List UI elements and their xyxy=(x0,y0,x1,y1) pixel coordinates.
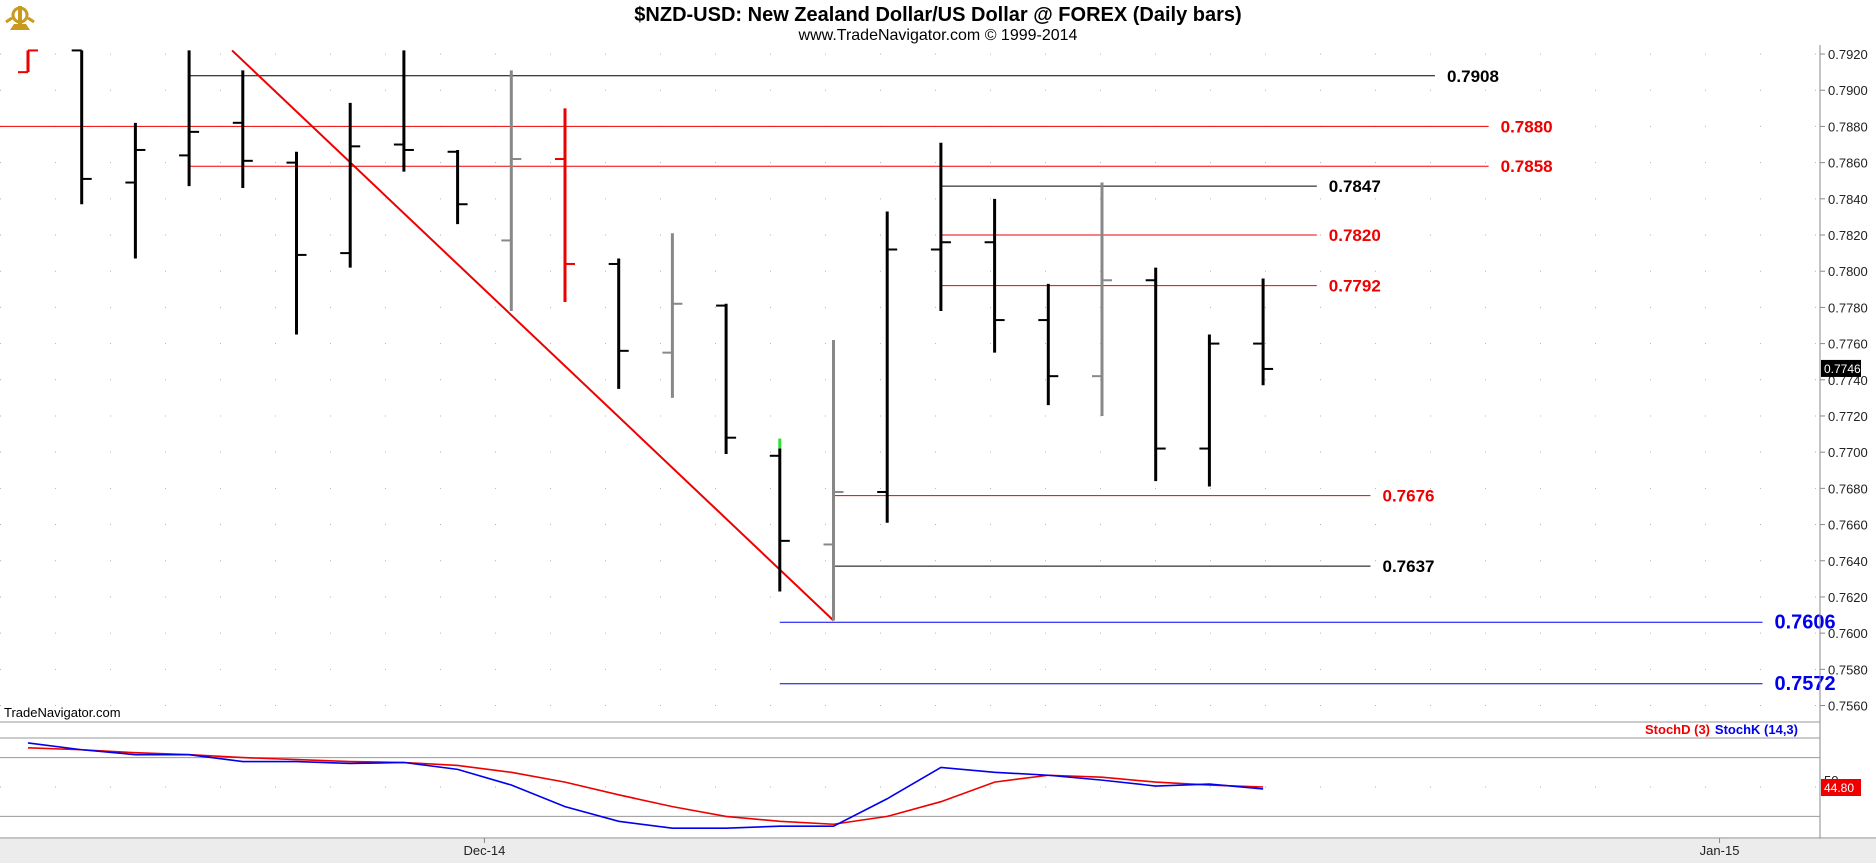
price-bars xyxy=(18,49,1274,621)
stoch-series-line xyxy=(27,742,1264,829)
ohlc-bar xyxy=(984,198,1005,353)
trendline xyxy=(231,49,835,622)
y-tick-label: 0.7820 xyxy=(1828,228,1868,243)
header: $NZD-USD: New Zealand Dollar/US Dollar @… xyxy=(4,4,1242,44)
y-tick-label: 0.7660 xyxy=(1828,518,1868,533)
ohlc-bar xyxy=(1253,278,1274,386)
y-tick-label: 0.7700 xyxy=(1828,445,1868,460)
level-label: 0.7858 xyxy=(1501,157,1553,176)
ohlc-bar xyxy=(1092,182,1112,416)
stoch-lines xyxy=(27,742,1264,829)
stoch-last-badge: 44.80 xyxy=(1821,779,1861,796)
y-tick-label: 0.7800 xyxy=(1828,264,1868,279)
stoch-last-label: 44.80 xyxy=(1824,781,1854,795)
level-label: 0.7847 xyxy=(1329,177,1381,196)
ohlc-bar xyxy=(1145,267,1166,482)
ohlc-bar xyxy=(179,50,200,187)
price-panel-frame xyxy=(0,45,1820,720)
stoch-grid xyxy=(0,757,1820,817)
y-tick-label: 0.7680 xyxy=(1828,481,1868,496)
ohlc-bar xyxy=(286,151,307,335)
chart-title: $NZD-USD: New Zealand Dollar/US Dollar @… xyxy=(634,4,1241,26)
y-tick-label: 0.7580 xyxy=(1828,662,1868,677)
ohlc-bar xyxy=(501,70,522,312)
last-price-badge: 0.7746 xyxy=(1821,359,1861,377)
watermark: TradeNavigator.com xyxy=(4,705,121,720)
y-tick-label: 0.7840 xyxy=(1828,192,1868,207)
y-tick-label: 0.7720 xyxy=(1828,409,1868,424)
x-tick-label: Dec-14 xyxy=(463,843,505,858)
y-tick-label: 0.7760 xyxy=(1828,337,1868,352)
ohlc-bar xyxy=(71,49,92,205)
price-y-axis: 0.7560 0.7580 0.7600 0.7620 0.7640 0.7660 0.76… xyxy=(1820,47,1868,714)
level-label: 0.7676 xyxy=(1383,487,1435,506)
ohlc-bar xyxy=(930,142,951,312)
ohlc-bar xyxy=(769,448,790,592)
level-label: 0.7820 xyxy=(1329,226,1381,245)
trendline-segment xyxy=(231,49,835,622)
ohlc-bar xyxy=(555,108,575,302)
ohlc-bar xyxy=(393,50,414,172)
price-panel: 0.7908 0.7880 0.7858 0.7847 0.7820 0.7792 0.76… xyxy=(0,45,1868,838)
legend-stochd: StochD (3) xyxy=(1645,722,1710,737)
price-grid xyxy=(0,53,1820,707)
ohlc-bar xyxy=(716,303,737,454)
ohlc-bar xyxy=(877,211,898,523)
y-tick-label: 0.7600 xyxy=(1828,626,1868,641)
x-tick-label: Jan-15 xyxy=(1700,843,1740,858)
price-levels: 0.7908 0.7880 0.7858 0.7847 0.7820 0.7792 0.76… xyxy=(0,67,1836,695)
y-tick-label: 0.7900 xyxy=(1828,83,1868,98)
last-price-label: 0.7746 xyxy=(1824,362,1861,376)
level-label: 0.7572 xyxy=(1775,673,1836,695)
ohlc-bar xyxy=(232,70,253,188)
y-tick-label: 0.7920 xyxy=(1828,47,1868,62)
y-tick-label: 0.7640 xyxy=(1828,554,1868,569)
y-tick-label: 0.7620 xyxy=(1828,590,1868,605)
y-tick-label: 0.7880 xyxy=(1828,119,1868,134)
level-label: 0.7637 xyxy=(1383,557,1435,576)
x-axis: Dec-14 Jan-15 xyxy=(0,837,1876,863)
ohlc-bar xyxy=(447,149,468,225)
ohlc-bar xyxy=(340,102,361,268)
stoch-series-line xyxy=(27,747,1264,826)
legend-stochk: StochK (14,3) xyxy=(1715,722,1798,737)
logo-icon xyxy=(4,5,38,35)
y-tick-label: 0.7780 xyxy=(1828,300,1868,315)
x-tick-labels: Dec-14 Jan-15 xyxy=(463,838,1739,858)
ohlc-bar xyxy=(1038,283,1059,406)
ohlc-bar xyxy=(1199,334,1220,487)
ohlc-bar xyxy=(125,122,146,259)
stochastic-panel: StochD (3) StochK (14,3) 50 44.80 xyxy=(0,722,1861,829)
level-label: 0.7908 xyxy=(1447,67,1499,86)
ohlc-bar xyxy=(823,339,844,621)
ohlc-bar xyxy=(18,49,38,74)
level-label: 0.7792 xyxy=(1329,277,1381,296)
ohlc-bar xyxy=(608,258,629,389)
chart-subtitle: www.TradeNavigator.com © 1999-2014 xyxy=(798,27,1078,44)
level-label: 0.7606 xyxy=(1775,611,1836,633)
level-label: 0.7880 xyxy=(1501,117,1553,136)
ohlc-bar xyxy=(662,233,683,398)
y-tick-label: 0.7860 xyxy=(1828,156,1868,171)
y-tick-label: 0.7560 xyxy=(1828,699,1868,714)
